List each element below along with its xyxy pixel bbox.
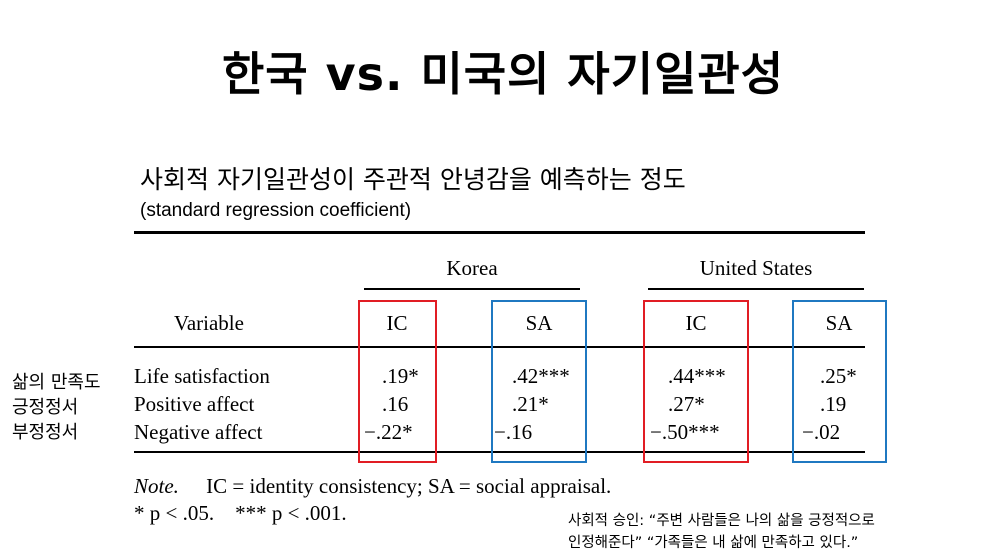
header-us-ic: IC — [685, 311, 707, 335]
table-cell: .42*** — [512, 364, 570, 388]
side-label: 부정정서 — [12, 422, 79, 443]
table-subtitle: 사회적 자기일관성이 주관적 안녕감을 예측하는 정도 — [140, 165, 686, 194]
note-text: IC = identity consistency; SA = social a… — [206, 474, 612, 498]
table-bottom-rule — [134, 451, 865, 453]
row-variable: Negative affect — [134, 420, 263, 444]
table-cell: .21* — [512, 392, 549, 416]
group-us-rule — [648, 288, 864, 290]
header-variable: Variable — [174, 311, 244, 335]
table-cell: −.02 — [802, 420, 841, 444]
table-cell: −.22* — [364, 420, 413, 444]
header-korea-sa: SA — [525, 311, 553, 335]
table-cell: .25* — [820, 364, 857, 388]
table-cell: .27* — [668, 392, 705, 416]
header-us-sa: SA — [825, 311, 853, 335]
group-united-states: United States — [699, 256, 813, 280]
table-cell: −.16 — [494, 420, 533, 444]
footnote-line: 인정해준다” “가족들은 내 삶에 만족하고 있다.” — [568, 535, 859, 551]
table-cell: −.50*** — [650, 420, 720, 444]
us-sa-highlight-box — [792, 300, 887, 463]
table-top-rule — [134, 231, 865, 234]
row-variable: Life satisfaction — [134, 364, 270, 388]
table-cell: .16 — [382, 392, 409, 416]
us-ic-highlight-box — [643, 300, 749, 463]
side-label: 긍정정서 — [12, 397, 79, 418]
table-subnote: (standard regression coefficient) — [140, 200, 412, 221]
group-korea: Korea — [446, 256, 498, 280]
table-header-rule — [134, 346, 865, 348]
table-note: Note. IC = identity consistency; SA = so… — [134, 474, 611, 499]
significance-note: * p < .05. *** p < .001. — [134, 501, 347, 525]
row-variable: Positive affect — [134, 392, 255, 416]
table-cell: .19 — [820, 392, 847, 416]
footnote-line: 사회적 승인: “주변 사람들은 나의 삶을 긍정적으로 — [568, 513, 875, 529]
header-korea-ic: IC — [386, 311, 408, 335]
table-cell: .44*** — [668, 364, 726, 388]
table-cell: .19* — [382, 364, 419, 388]
slide-title: 한국 vs. 미국의 자기일관성 — [221, 47, 785, 101]
note-label: Note. — [134, 474, 179, 498]
korea-sa-highlight-box — [491, 300, 587, 463]
side-label: 삶의 만족도 — [12, 372, 101, 393]
group-korea-rule — [364, 288, 580, 290]
korea-ic-highlight-box — [358, 300, 437, 463]
